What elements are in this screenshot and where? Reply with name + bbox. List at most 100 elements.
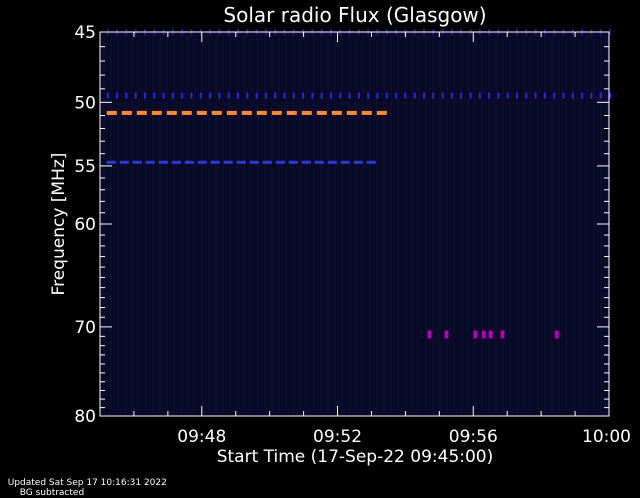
emission-dot (515, 92, 518, 99)
emission-dot (199, 92, 202, 99)
emission-dash (223, 160, 233, 164)
emission-dot (460, 92, 463, 99)
x-axis-label: Start Time (17-Sep-22 09:45:00) (217, 447, 494, 467)
emission-dash (327, 160, 337, 164)
emission-dash (119, 160, 129, 164)
emission-dash (346, 110, 357, 115)
emission-spot (473, 330, 478, 339)
emission-dash (286, 110, 297, 115)
emission-dot (367, 92, 370, 99)
emission-spot (500, 330, 505, 339)
emission-dash (361, 110, 372, 115)
emission-dot (209, 92, 212, 99)
emission-dash (331, 110, 342, 115)
emission-dot (134, 92, 137, 99)
emission-dot (246, 92, 249, 99)
emission-dash (196, 110, 207, 115)
y-tick-label: 70 (74, 318, 96, 338)
emission-dot (106, 92, 109, 99)
x-axis: 09:48 09:52 09:56 10:00 (133, 32, 631, 447)
emission-dash (211, 110, 222, 115)
emission-dash (262, 160, 272, 164)
emission-dash (271, 110, 282, 115)
emission-dot (553, 92, 556, 99)
x-tick-label: 09:48 (177, 427, 226, 447)
emission-dot (590, 92, 593, 99)
emission-spot (554, 330, 559, 339)
emission-dash (181, 110, 192, 115)
emission-dot (320, 92, 323, 99)
emission-dash (106, 160, 116, 164)
emission-dot (171, 92, 174, 99)
emission-dash (145, 160, 155, 164)
emission-dot (329, 92, 332, 99)
emission-dot (562, 92, 565, 99)
emission-dot (525, 92, 528, 99)
emission-dash (376, 110, 387, 115)
emission-dash (210, 160, 220, 164)
emission-dot (218, 92, 221, 99)
y-tick-label: 50 (74, 93, 96, 113)
emission-dot (469, 92, 472, 99)
emission-dash (166, 110, 177, 115)
emission-dot (292, 92, 295, 99)
emission-dot (581, 92, 584, 99)
emission-dash (236, 160, 246, 164)
spectrogram-chart: 45 50 55 60 70 80 09:48 09:52 09:56 10:00 Solar … (49, 3, 631, 467)
emission-dot (478, 92, 481, 99)
emission-dot (441, 92, 444, 99)
emission-dot (143, 92, 146, 99)
y-axis-label: Frequency [MHz] (49, 153, 69, 296)
emission-dot (357, 92, 360, 99)
emission-dot (422, 92, 425, 99)
emission-dash (301, 160, 311, 164)
emission-dash (151, 110, 162, 115)
y-tick-label: 55 (74, 157, 96, 177)
emission-dash (288, 160, 298, 164)
emission-dot (608, 29, 611, 35)
emission-dot (311, 92, 314, 99)
emission-dot (608, 92, 611, 99)
emission-dot (488, 92, 491, 99)
x-tick-label: 10:00 (582, 427, 631, 447)
emission-dot (450, 92, 453, 99)
emission-dash (226, 110, 237, 115)
x-tick-label: 09:52 (313, 427, 362, 447)
emission-dash (158, 160, 168, 164)
y-tick-label: 45 (74, 23, 96, 43)
emission-dot (506, 92, 509, 99)
emission-dot (181, 92, 184, 99)
emission-dash (132, 160, 142, 164)
emission-dot (116, 92, 119, 99)
emission-spot (444, 330, 449, 339)
emission-dot (227, 92, 230, 99)
emission-dot (385, 92, 388, 99)
emission-dash (197, 160, 207, 164)
emission-dot (283, 92, 286, 99)
emission-dash (121, 110, 132, 115)
background-note: BG subtracted (19, 488, 85, 498)
emission-dot (153, 92, 156, 99)
emission-dash (241, 110, 252, 115)
emission-dot (274, 92, 277, 99)
emission-dot (264, 92, 267, 99)
emission-dash (340, 160, 350, 164)
emission-dot (348, 92, 351, 99)
y-tick-label: 80 (74, 407, 96, 427)
emission-dot (543, 92, 546, 99)
x-tick-label: 09:56 (449, 427, 498, 447)
emission-dot (236, 92, 239, 99)
footer: Updated Sat Sep 17 10:16:31 2022 BG subt… (2, 468, 167, 498)
emission-spot (481, 330, 486, 339)
emission-dot (599, 92, 602, 99)
emission-dash (316, 110, 327, 115)
emission-dot (376, 92, 379, 99)
emission-dot (395, 92, 398, 99)
y-tick-label: 60 (74, 215, 96, 235)
chart-title: Solar radio Flux (Glasgow) (223, 3, 486, 27)
emission-dot (497, 92, 500, 99)
emission-dot (413, 92, 416, 99)
emission-spot (488, 330, 493, 339)
emission-dot (571, 92, 574, 99)
emission-dash (314, 160, 324, 164)
